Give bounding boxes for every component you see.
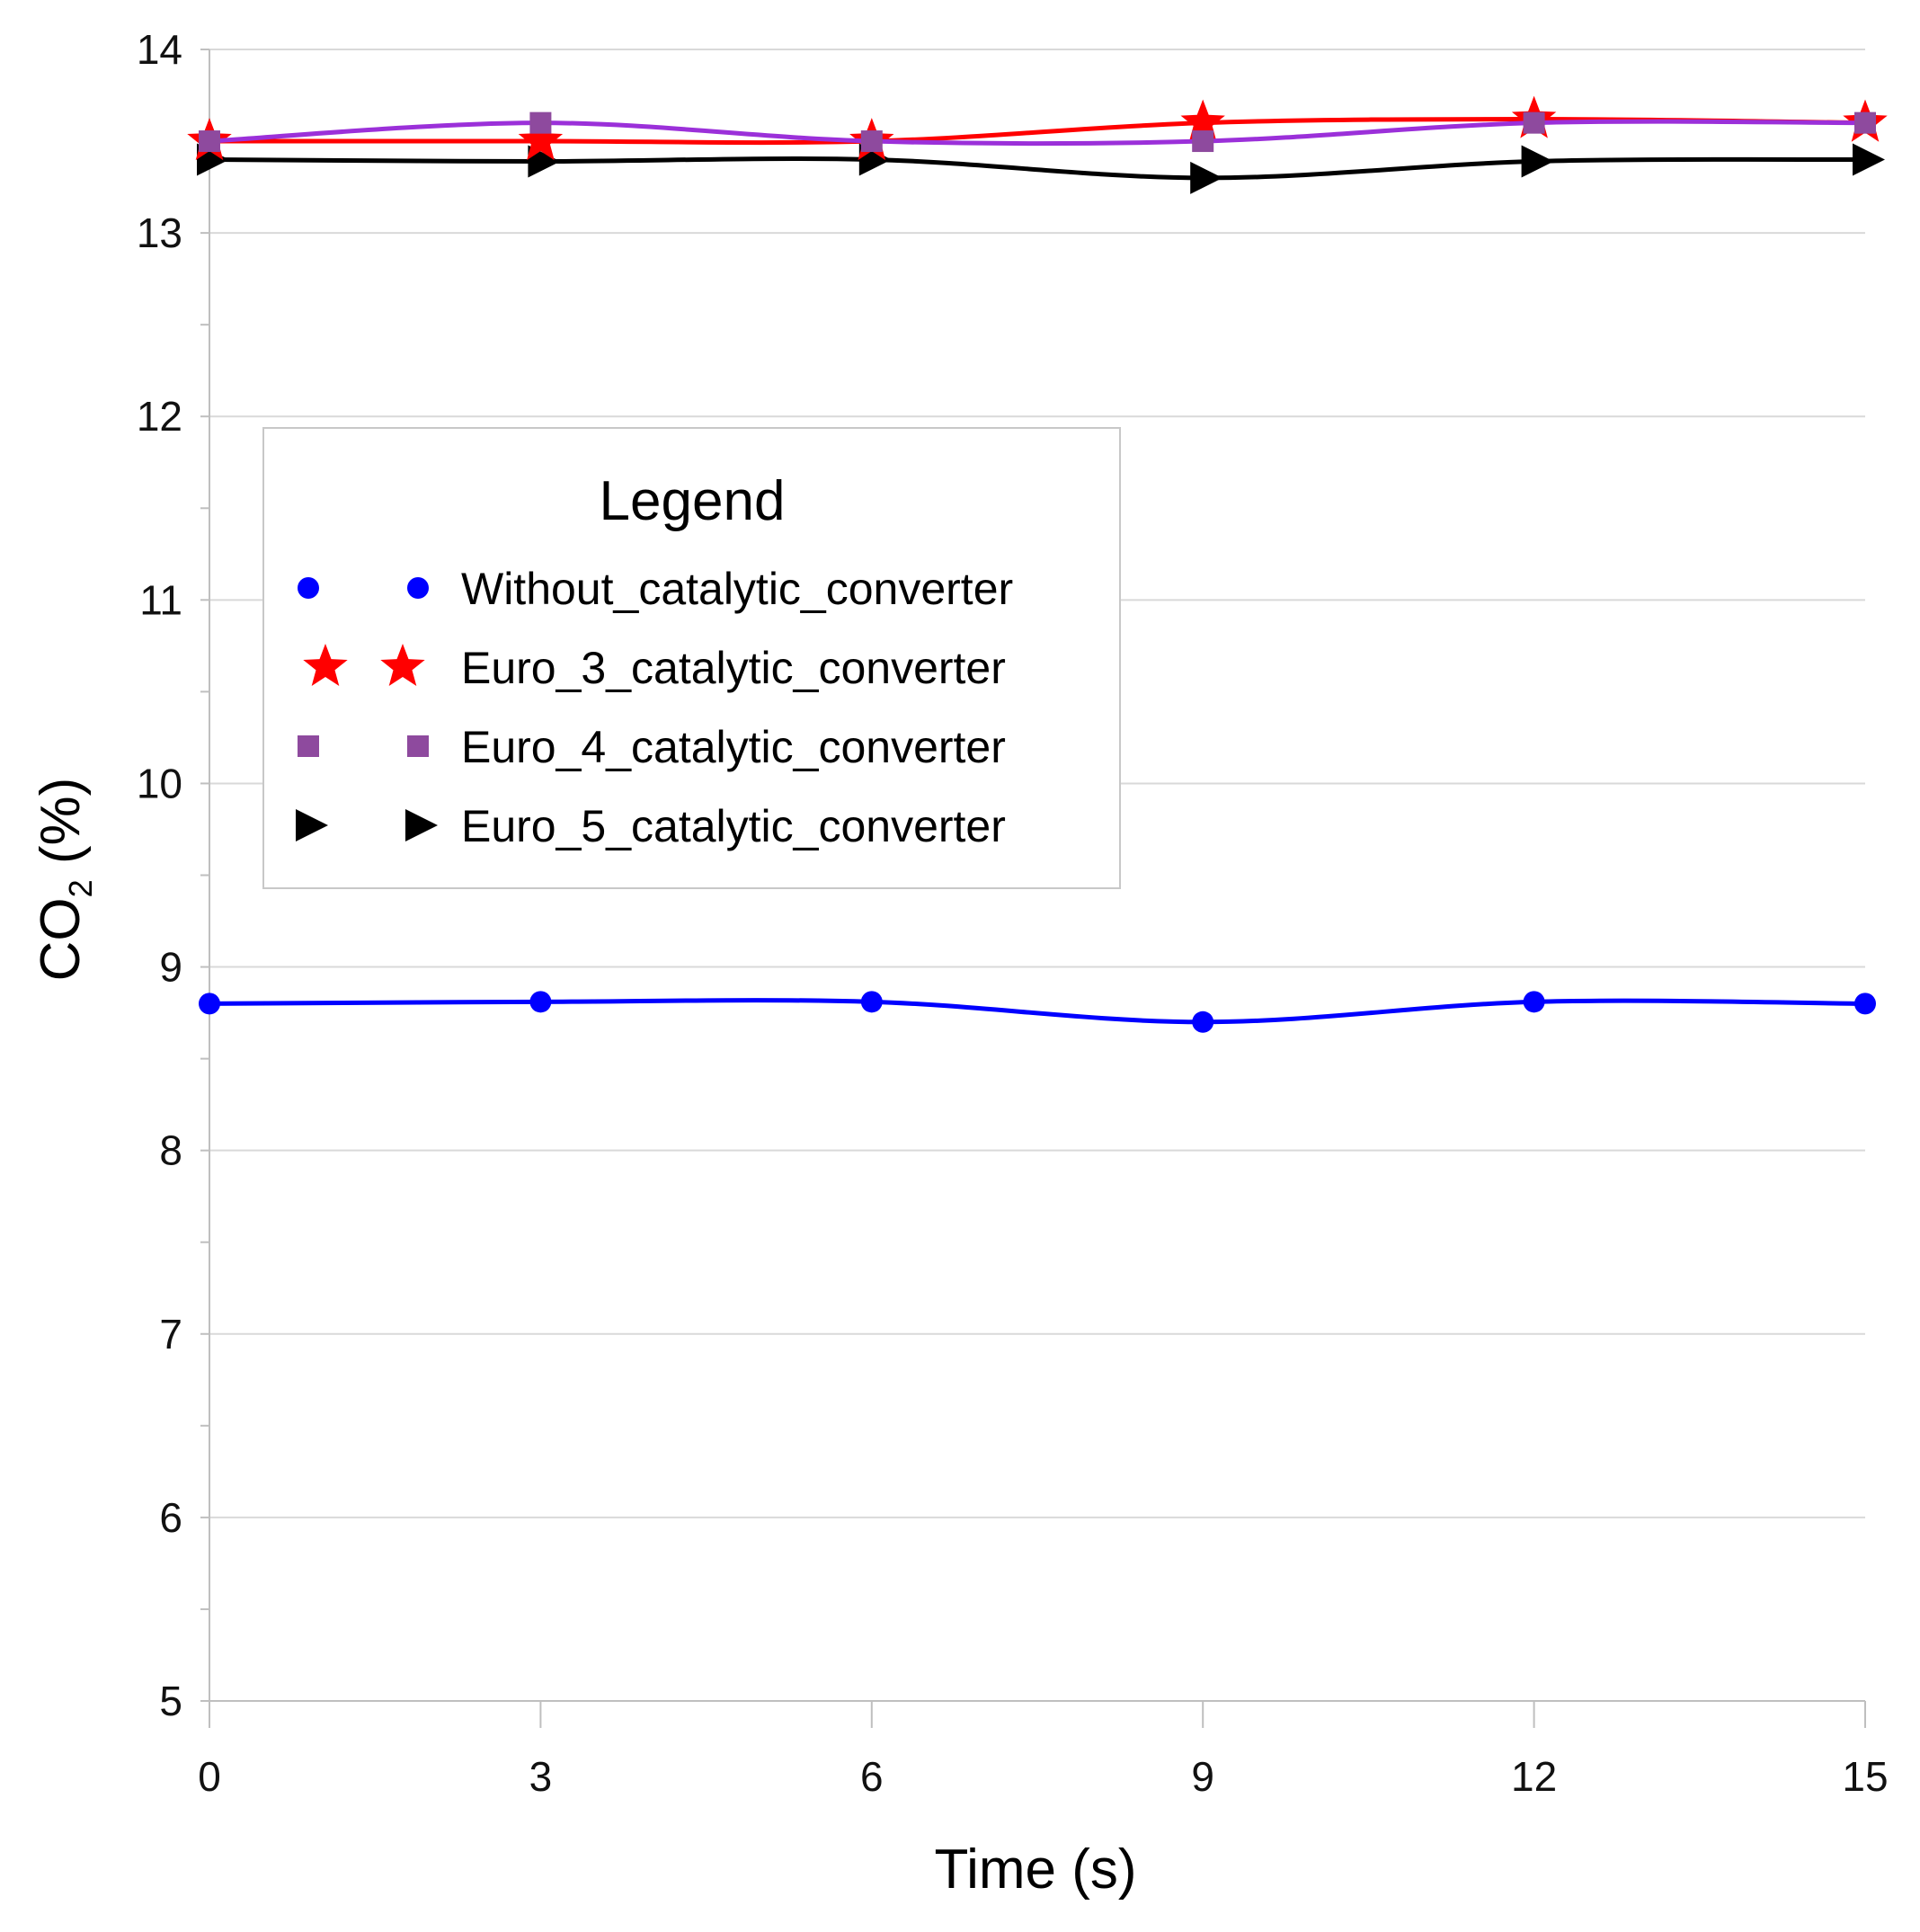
legend: Legend Without_catalytic_converter Euro_3…: [262, 427, 1121, 889]
series-Euro_5_catalytic_converter: [197, 143, 1885, 194]
tick-labels: 5 6 7 8 9 10 11 12 13 14 0 3 6 9 12 15: [137, 26, 1889, 1800]
y-tick-label-10: 10: [137, 760, 182, 806]
data-point-Without_catalytic_converter-9: [1192, 1011, 1214, 1033]
y-axis-title: CO2 (%): [30, 778, 99, 982]
series-Euro_3_catalytic_converter: [187, 95, 1888, 161]
x-axis-title: Time (s): [935, 1839, 1137, 1901]
data-point-Euro_4_catalytic_converter-15: [1854, 111, 1876, 134]
y-tick-label-9: 9: [159, 944, 182, 991]
y-tick-label-6: 6: [159, 1494, 182, 1541]
legend-marker-Euro_4_catalytic_converter: [407, 735, 429, 757]
y-tick-label-8: 8: [159, 1127, 182, 1174]
series-line-Euro_5_catalytic_converter: [209, 156, 1866, 181]
y-axis-title-main: CO: [30, 897, 92, 981]
legend-marker-Euro_5_catalytic_converter: [296, 809, 328, 841]
data-point-Euro_4_catalytic_converter-6: [860, 130, 883, 153]
legend-label-Euro_3_catalytic_converter: Euro_3_catalytic_converter: [461, 643, 1006, 693]
data-point-Euro_4_catalytic_converter-12: [1523, 111, 1545, 134]
series-line-Euro_4_catalytic_converter: [209, 119, 1866, 147]
legend-entry-Euro_4_catalytic_converter: Euro_4_catalytic_converter: [298, 722, 1006, 772]
legend-title: Legend: [600, 470, 786, 532]
y-axis-title-subscript: 2: [62, 879, 99, 897]
x-tick-label-3: 3: [529, 1753, 553, 1800]
data-point-Without_catalytic_converter-0: [199, 993, 220, 1015]
legend-entries: Without_catalytic_converter Euro_3_cataly…: [296, 564, 1013, 851]
data-point-Without_catalytic_converter-6: [860, 991, 883, 1013]
axes: [200, 49, 1866, 1728]
data-point-Euro_3_catalytic_converter-3: [518, 118, 564, 161]
series-Euro_4_catalytic_converter: [199, 111, 1876, 153]
y-tick-label-5: 5: [159, 1678, 182, 1724]
data-point-Without_catalytic_converter-12: [1523, 991, 1545, 1013]
data-point-Euro_5_catalytic_converter-12: [1521, 145, 1554, 178]
x-tick-label-12: 12: [1511, 1753, 1557, 1800]
data-point-Euro_5_catalytic_converter-9: [1190, 161, 1223, 194]
legend-marker-Without_catalytic_converter: [298, 577, 319, 599]
data-point-Euro_3_catalytic_converter-9: [1180, 99, 1225, 142]
y-tick-label-13: 13: [137, 209, 182, 256]
legend-marker-Euro_3_catalytic_converter: [303, 644, 348, 686]
y-tick-label-14: 14: [137, 26, 182, 73]
x-tick-label-15: 15: [1842, 1753, 1888, 1800]
x-tick-label-9: 9: [1191, 1753, 1214, 1800]
y-tick-label-7: 7: [159, 1311, 182, 1358]
data-point-Without_catalytic_converter-3: [529, 991, 552, 1013]
legend-entry-Euro_5_catalytic_converter: Euro_5_catalytic_converter: [296, 801, 1006, 851]
legend-label-Euro_5_catalytic_converter: Euro_5_catalytic_converter: [461, 801, 1006, 851]
y-tick-label-12: 12: [137, 393, 182, 440]
data-point-Euro_4_catalytic_converter-3: [529, 111, 552, 134]
x-tick-label-6: 6: [860, 1753, 884, 1800]
legend-marker-Euro_4_catalytic_converter: [298, 735, 319, 757]
legend-marker-Euro_5_catalytic_converter: [405, 809, 438, 841]
series-line-Without_catalytic_converter: [209, 998, 1866, 1025]
y-tick-label-11: 11: [139, 576, 182, 623]
legend-label-Euro_4_catalytic_converter: Euro_4_catalytic_converter: [461, 722, 1006, 772]
series-Without_catalytic_converter: [199, 991, 1876, 1033]
data-point-Euro_4_catalytic_converter-0: [199, 130, 220, 153]
y-axis-title-tail: (%): [30, 778, 92, 880]
series-line-Euro_3_catalytic_converter: [209, 117, 1866, 146]
data-point-Euro_5_catalytic_converter-15: [1853, 143, 1885, 176]
legend-label-Without_catalytic_converter: Without_catalytic_converter: [461, 564, 1013, 614]
legend-entry-Without_catalytic_converter: Without_catalytic_converter: [298, 564, 1013, 614]
series-layer: [187, 95, 1888, 1033]
x-tick-label-0: 0: [198, 1753, 221, 1800]
data-point-Euro_4_catalytic_converter-9: [1192, 130, 1214, 153]
data-point-Without_catalytic_converter-15: [1854, 993, 1876, 1015]
legend-marker-Without_catalytic_converter: [407, 577, 429, 599]
legend-marker-Euro_3_catalytic_converter: [380, 644, 425, 686]
legend-entry-Euro_3_catalytic_converter: Euro_3_catalytic_converter: [303, 643, 1006, 693]
